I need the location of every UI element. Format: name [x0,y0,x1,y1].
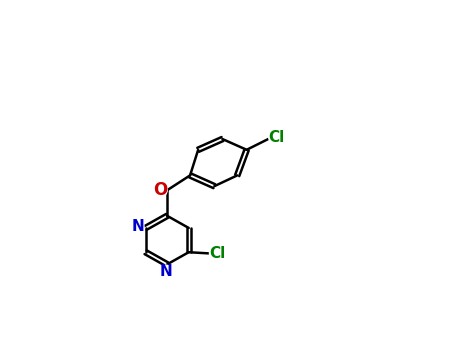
Circle shape [154,183,167,197]
Text: N: N [131,219,144,234]
Text: N: N [159,264,172,279]
Circle shape [160,265,172,277]
Text: Cl: Cl [209,246,226,261]
Circle shape [269,129,285,145]
Text: O: O [153,181,167,199]
Circle shape [132,221,144,232]
Text: Cl: Cl [269,130,285,145]
Circle shape [209,245,226,262]
